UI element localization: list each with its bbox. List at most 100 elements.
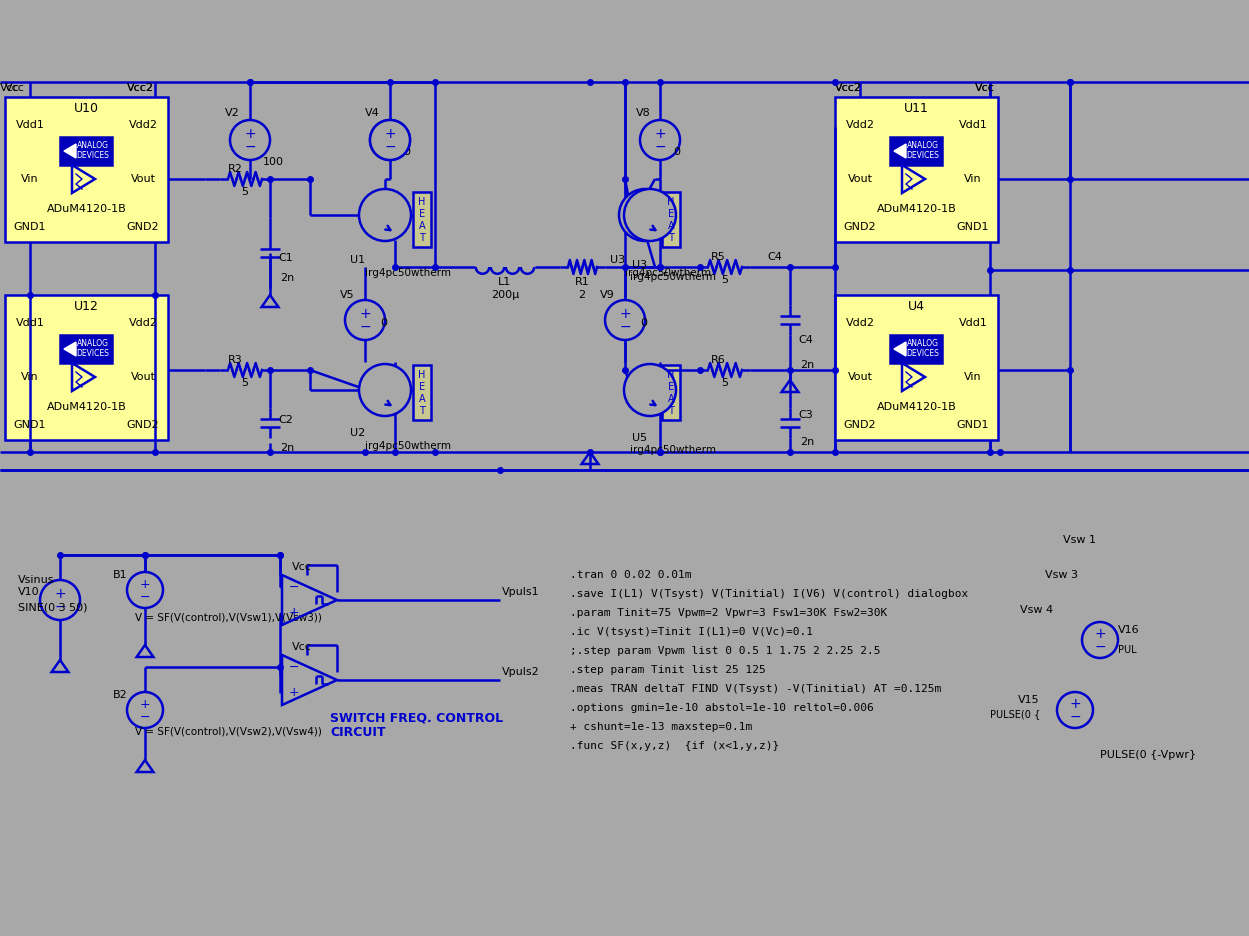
Text: SINE(0 3 50): SINE(0 3 50): [17, 603, 87, 613]
Text: +: +: [654, 127, 666, 141]
Text: Vin: Vin: [21, 372, 39, 382]
Text: DEVICES: DEVICES: [907, 152, 939, 160]
Text: U2: U2: [351, 428, 366, 438]
Text: irg4pc50wtherm: irg4pc50wtherm: [629, 272, 716, 282]
Bar: [662, 365, 679, 420]
Text: V2: V2: [225, 108, 240, 118]
Text: V = SF(V(control),V(Vsw2),V(Vsw4)): V = SF(V(control),V(Vsw2),V(Vsw4)): [135, 727, 322, 737]
Text: B2: B2: [114, 690, 127, 700]
Text: +: +: [620, 307, 631, 321]
Text: V5: V5: [340, 290, 355, 300]
Text: Vsw 3: Vsw 3: [1045, 570, 1078, 580]
Text: PULSE(0 {-Vpwr}: PULSE(0 {-Vpwr}: [1100, 750, 1197, 760]
Text: Vdd1: Vdd1: [958, 120, 988, 130]
Text: R5: R5: [711, 252, 726, 262]
Text: T: T: [420, 233, 425, 243]
Text: 0: 0: [673, 147, 679, 157]
Text: 5: 5: [241, 187, 249, 197]
Text: C4: C4: [768, 252, 782, 262]
Text: −: −: [360, 320, 371, 334]
Circle shape: [624, 364, 676, 416]
Text: GND1: GND1: [957, 222, 989, 232]
Text: C2: C2: [279, 415, 292, 425]
Polygon shape: [64, 144, 76, 158]
Text: U10: U10: [74, 103, 99, 115]
Circle shape: [605, 300, 644, 340]
Text: 0: 0: [403, 147, 410, 157]
Text: DEVICES: DEVICES: [76, 152, 110, 160]
Text: U5: U5: [632, 433, 647, 443]
Text: Vcc: Vcc: [975, 83, 995, 93]
Text: +: +: [54, 587, 66, 601]
Text: .ic V(tsyst)=Tinit I(L1)=0 V(Vc)=0.1: .ic V(tsyst)=Tinit I(L1)=0 V(Vc)=0.1: [570, 627, 813, 637]
Text: A: A: [668, 221, 674, 231]
Text: T: T: [420, 406, 425, 416]
Text: Vcc2: Vcc2: [127, 83, 154, 93]
Text: DEVICES: DEVICES: [907, 349, 939, 358]
Text: −: −: [245, 140, 256, 154]
Circle shape: [358, 189, 411, 241]
Text: Vcc: Vcc: [292, 642, 312, 652]
Text: ANALOG: ANALOG: [77, 340, 109, 348]
Text: 200μ: 200μ: [491, 290, 520, 300]
Text: Vcc2: Vcc2: [127, 83, 154, 93]
Text: Vcc2: Vcc2: [836, 83, 862, 93]
Text: 2n: 2n: [280, 273, 295, 283]
Bar: [5, 97, 169, 242]
Text: .step param Tinit list 25 125: .step param Tinit list 25 125: [570, 665, 766, 675]
Circle shape: [370, 120, 410, 160]
Bar: [891, 137, 942, 165]
Bar: [60, 137, 112, 165]
Text: E: E: [668, 209, 674, 219]
Text: irg4pc50wtherm: irg4pc50wtherm: [629, 445, 716, 455]
Text: .save I(L1) V(Tsyst) V(Tinitial) I(V6) V(control) dialogbox: .save I(L1) V(Tsyst) V(Tinitial) I(V6) V…: [570, 589, 968, 599]
Bar: [662, 192, 679, 247]
Text: T: T: [668, 406, 674, 416]
Text: Vdd2: Vdd2: [129, 120, 157, 130]
Text: V = SF(V(control),V(Vsw1),V(Vsw3)): V = SF(V(control),V(Vsw1),V(Vsw3)): [135, 613, 322, 623]
Polygon shape: [894, 144, 906, 158]
Text: GND2: GND2: [126, 222, 160, 232]
Polygon shape: [894, 342, 906, 356]
Text: +: +: [385, 127, 396, 141]
Text: R1: R1: [575, 277, 590, 287]
Bar: [413, 365, 431, 420]
Text: L1: L1: [498, 277, 512, 287]
Text: ADuM4120-1B: ADuM4120-1B: [46, 204, 126, 214]
Text: V16: V16: [1118, 625, 1139, 635]
Text: GND1: GND1: [14, 420, 46, 430]
Text: C1: C1: [279, 253, 292, 263]
Text: T: T: [668, 233, 674, 243]
Text: ;.step param Vpwm list 0 0.5 1 1.75 2 2.25 2.5: ;.step param Vpwm list 0 0.5 1 1.75 2 2.…: [570, 646, 881, 656]
Text: 5: 5: [722, 275, 728, 285]
Circle shape: [230, 120, 270, 160]
Text: B1: B1: [114, 570, 127, 580]
Text: U4: U4: [908, 300, 926, 314]
Text: −: −: [289, 580, 300, 593]
Text: ADuM4120-1B: ADuM4120-1B: [46, 402, 126, 412]
Text: ADuM4120-1B: ADuM4120-1B: [877, 402, 957, 412]
Text: 5: 5: [722, 378, 728, 388]
Text: 2n: 2n: [801, 360, 814, 370]
Text: −: −: [385, 140, 396, 154]
Text: ANALOG: ANALOG: [77, 141, 109, 151]
Text: Vdd2: Vdd2: [129, 318, 157, 328]
Text: Vdd1: Vdd1: [15, 120, 45, 130]
Text: PULSE(0 {: PULSE(0 {: [989, 709, 1040, 719]
Text: V4: V4: [365, 108, 380, 118]
Text: C4: C4: [798, 335, 813, 345]
Text: Vcc: Vcc: [0, 83, 20, 93]
Text: −: −: [654, 140, 666, 154]
Text: Vdd1: Vdd1: [15, 318, 45, 328]
Text: Vin: Vin: [21, 174, 39, 184]
Bar: [891, 335, 942, 363]
Circle shape: [40, 580, 80, 620]
Text: A: A: [418, 394, 426, 404]
Text: Vout: Vout: [130, 174, 155, 184]
Circle shape: [358, 364, 411, 416]
Text: irg4pc50wtherm: irg4pc50wtherm: [365, 441, 451, 451]
Text: ANALOG: ANALOG: [907, 141, 939, 151]
Text: H: H: [418, 370, 426, 380]
Text: Vout: Vout: [848, 174, 873, 184]
Text: GND2: GND2: [843, 222, 877, 232]
